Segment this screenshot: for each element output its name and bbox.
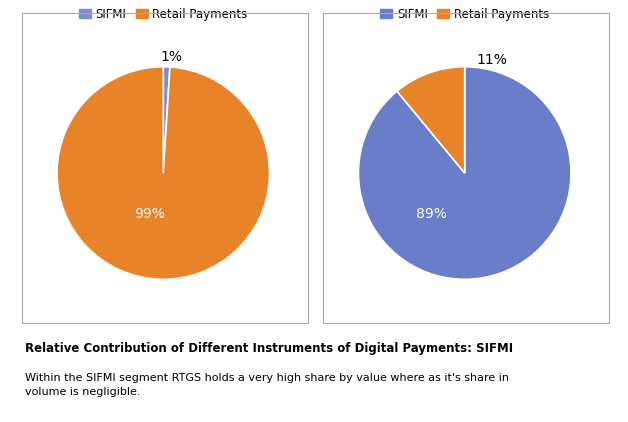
Wedge shape: [57, 67, 269, 279]
Text: 1%: 1%: [161, 50, 183, 64]
Wedge shape: [397, 67, 465, 173]
Wedge shape: [359, 67, 571, 279]
Text: 11%: 11%: [477, 53, 508, 67]
Text: 89%: 89%: [416, 208, 447, 222]
Legend: SIFMI, Retail Payments: SIFMI, Retail Payments: [381, 8, 549, 21]
Text: Within the SIFMI segment RTGS holds a very high share by value where as it's sha: Within the SIFMI segment RTGS holds a ve…: [25, 373, 509, 398]
Text: 99%: 99%: [134, 208, 165, 222]
Legend: SIFMI, Retail Payments: SIFMI, Retail Payments: [79, 8, 247, 21]
Text: Relative Contribution of Different Instruments of Digital Payments: SIFMI: Relative Contribution of Different Instr…: [25, 342, 513, 355]
Wedge shape: [163, 67, 170, 173]
